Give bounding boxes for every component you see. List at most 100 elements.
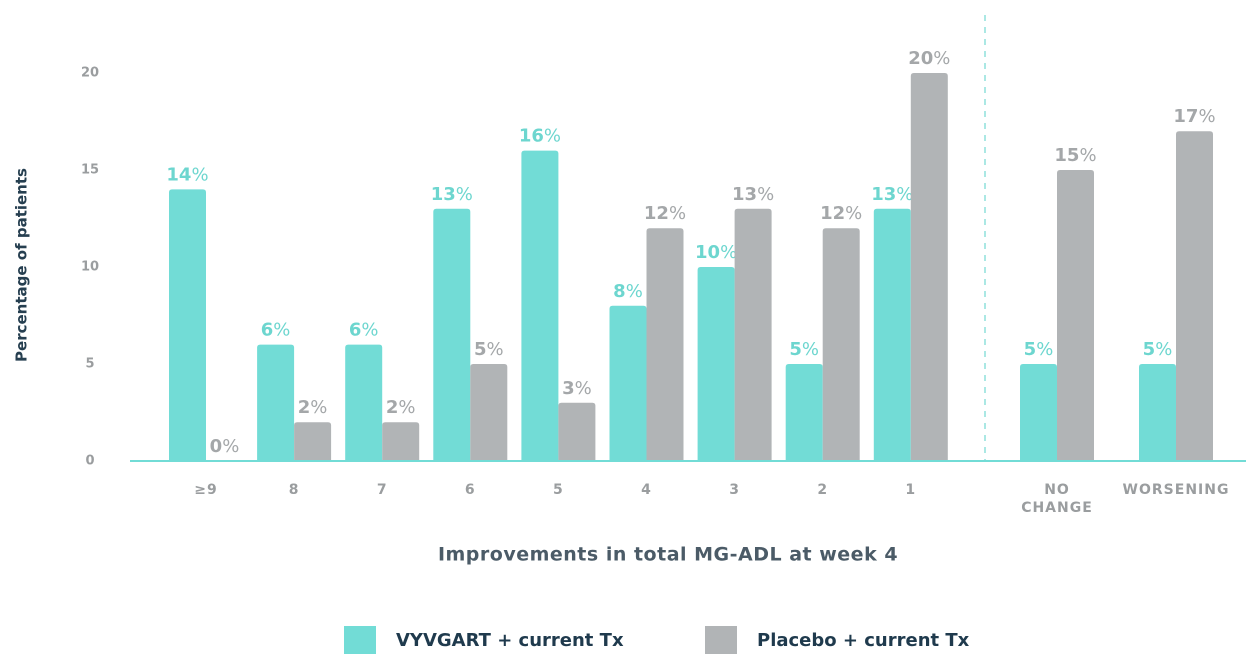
value-label: 2% [386,397,416,418]
bar [521,150,559,461]
bar [697,267,735,461]
bar [558,402,596,461]
value-number: 5 [1143,339,1156,360]
value-unit: % [896,184,913,205]
bar [1139,364,1176,461]
value-label: 12% [820,203,862,224]
legend-swatch [705,626,737,654]
bar [257,344,295,461]
value-number: 6 [261,320,274,341]
bar [609,305,647,461]
value-unit: % [398,397,415,418]
value-unit: % [273,320,290,341]
value-unit: % [544,126,561,147]
x-tick-label: WORSENING [1123,482,1230,498]
value-label: 2% [298,397,328,418]
value-label: 5% [789,339,819,360]
value-label: 6% [349,320,379,341]
value-number: 10 [695,242,720,263]
y-tick-label: 0 [85,454,94,469]
value-number: 17 [1173,106,1198,127]
value-number: 8 [613,281,626,302]
x-tick-label: 1 [905,482,916,498]
bar [1020,364,1057,461]
value-label: 0% [210,436,240,457]
value-number: 15 [1054,145,1079,166]
bar [734,208,772,461]
value-number: 3 [562,378,575,399]
y-tick-label: 10 [81,260,99,275]
value-number: 2 [298,397,311,418]
value-unit: % [222,436,239,457]
value-label: 20% [908,48,950,69]
value-unit: % [575,378,592,399]
value-number: 13 [431,184,456,205]
x-axis-label: Improvements in total MG-ADL at week 4 [438,544,898,566]
value-number: 12 [820,203,845,224]
value-label: 13% [871,184,913,205]
value-number: 16 [519,126,544,147]
value-number: 2 [386,397,399,418]
value-unit: % [361,320,378,341]
value-label: 16% [519,126,561,147]
value-number: 12 [644,203,669,224]
value-label: 13% [431,184,473,205]
value-number: 14 [166,164,191,185]
value-label: 17% [1173,106,1215,127]
x-tick-label: NO CHANGE [1021,482,1093,516]
value-unit: % [933,48,950,69]
value-unit: % [310,397,327,418]
value-label: 3% [562,378,592,399]
value-number: 6 [349,320,362,341]
value-unit: % [1079,145,1096,166]
value-number: 13 [732,184,757,205]
value-label: 12% [644,203,686,224]
x-tick-label: 7 [377,482,388,498]
y-axis-label: Percentage of patients [13,168,31,362]
x-tick-label: 5 [553,482,564,498]
y-tick-label: 20 [81,66,99,81]
value-unit: % [720,242,737,263]
value-unit: % [456,184,473,205]
x-tick-label-line: CHANGE [1021,500,1093,516]
x-tick-label: 3 [729,482,740,498]
bar [382,422,420,461]
value-label: 5% [474,339,504,360]
bar [345,344,383,461]
bar [470,364,508,461]
x-tick-label: 2 [817,482,828,498]
bar [822,228,860,461]
bar [433,208,471,461]
value-number: 0 [210,436,223,457]
value-label: 6% [261,320,291,341]
bar [646,228,684,461]
legend-label: VYVGART + current Tx [396,630,624,651]
x-tick-label: ≥9 [194,482,217,498]
value-unit: % [1036,339,1053,360]
value-unit: % [626,281,643,302]
bar [873,208,911,461]
x-tick-label: 6 [465,482,476,498]
value-label: 5% [1143,339,1173,360]
value-unit: % [487,339,504,360]
value-unit: % [1155,339,1172,360]
value-label: 10% [695,242,737,263]
x-tick-label: 4 [641,482,652,498]
bar [1176,131,1213,461]
value-label: 14% [166,164,208,185]
value-label: 15% [1054,145,1096,166]
y-tick-label: 5 [85,357,94,372]
value-label: 13% [732,184,774,205]
value-unit: % [757,184,774,205]
y-tick-label: 15 [81,163,99,178]
x-tick-label-line: NO [1044,482,1070,498]
bar [169,189,206,461]
bar [294,422,332,461]
value-number: 13 [871,184,896,205]
value-unit: % [191,164,208,185]
value-number: 20 [908,48,933,69]
value-unit: % [845,203,862,224]
x-tick-label: 8 [289,482,300,498]
value-label: 5% [1024,339,1054,360]
